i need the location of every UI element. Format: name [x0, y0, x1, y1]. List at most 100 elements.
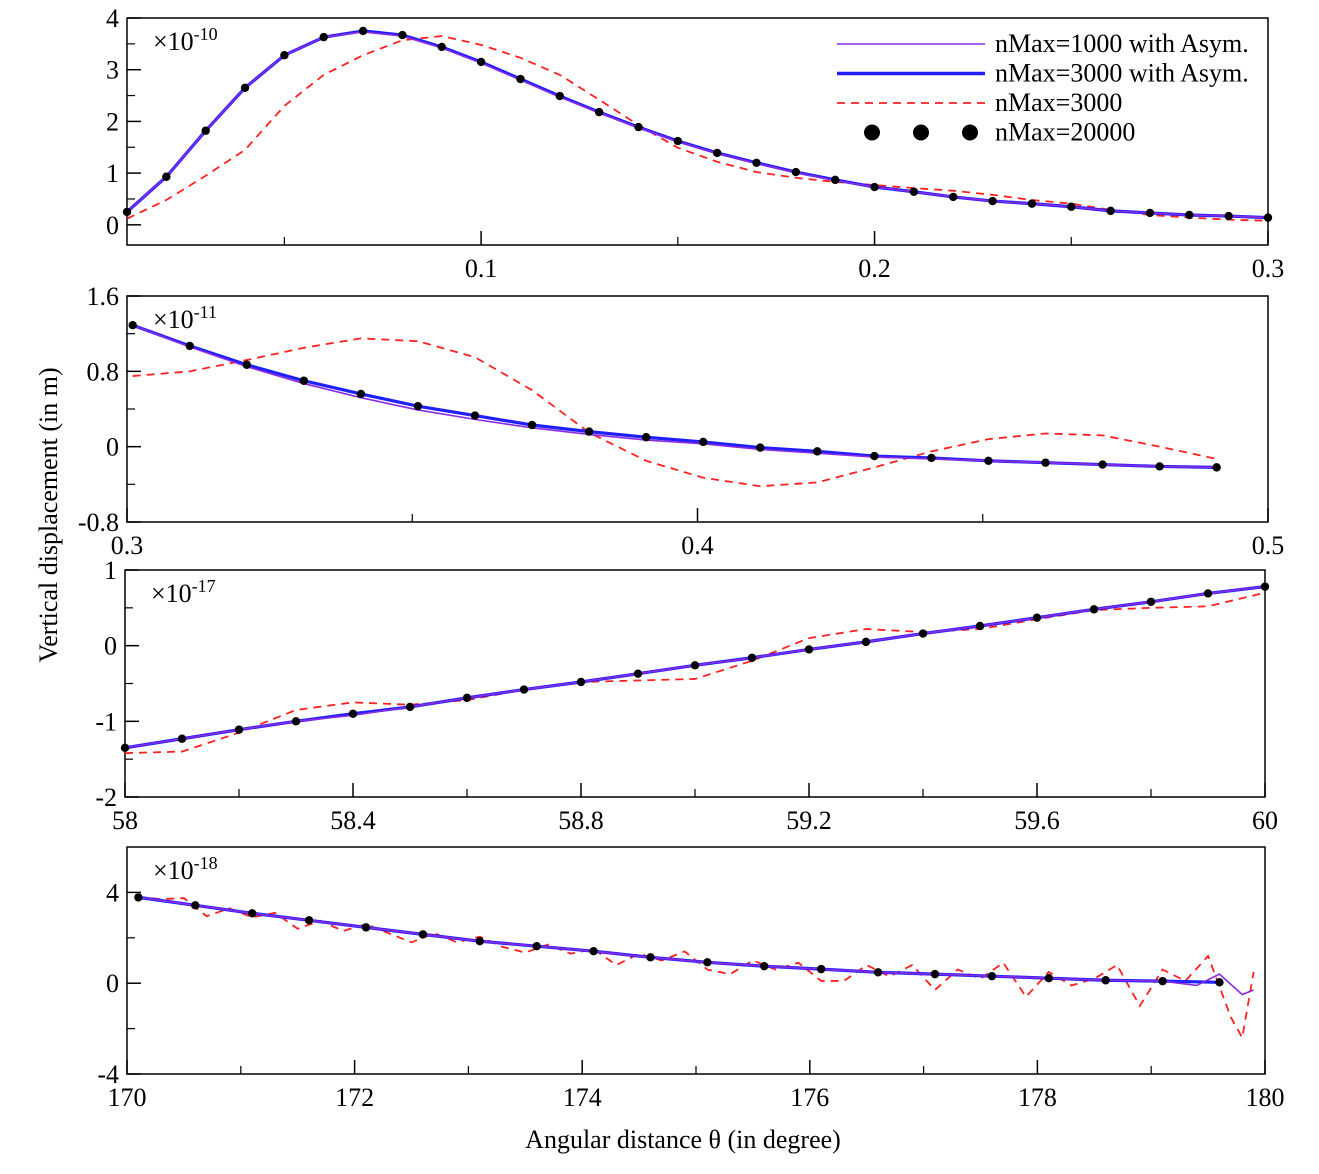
- nmax20000-point: [703, 958, 712, 967]
- nmax20000-point: [975, 621, 985, 631]
- nmax20000-point: [1098, 460, 1107, 469]
- nmax20000-point: [1089, 605, 1099, 614]
- multiplier-label: ×10-11: [153, 302, 217, 334]
- nmax20000-point: [690, 661, 700, 670]
- nmax20000-point: [1041, 458, 1050, 467]
- nmax20000-point: [816, 964, 826, 974]
- exponent: -17: [192, 576, 216, 596]
- nmax20000-point: [398, 30, 407, 40]
- series-nmax3000-line: [132, 337, 1217, 488]
- nmax20000-point: [299, 376, 309, 385]
- nmax20000-point: [1146, 597, 1156, 606]
- plot-frame: [126, 295, 1269, 523]
- nmax20000-point: [1032, 613, 1042, 622]
- nmax20000-point: [1215, 978, 1224, 987]
- nmax20000-point: [462, 693, 472, 703]
- x-tick-label: 0.3: [111, 531, 144, 560]
- exponent: -10: [194, 24, 218, 44]
- nmax20000-point: [162, 172, 171, 181]
- nmax20000-point: [242, 360, 252, 369]
- nmax20000-point: [927, 453, 936, 463]
- x-tick-label: 59.6: [1014, 806, 1060, 835]
- y-tick-label: 0.8: [87, 357, 120, 386]
- legend: nMax=1000 with Asym.nMax=3000 with Asym.…: [837, 29, 1249, 147]
- x-tick-label: 176: [790, 1083, 829, 1112]
- nmax20000-point: [128, 320, 137, 330]
- nmax20000-point: [519, 685, 529, 694]
- series-nmax1000-asym-line: [132, 324, 1217, 469]
- nmax20000-point: [319, 32, 328, 42]
- nmax20000-point: [646, 953, 655, 962]
- y-tick-label: 0: [104, 632, 117, 661]
- x-axis-label: Angular distance θ (in degree): [525, 1125, 841, 1154]
- nmax20000-point: [1067, 202, 1076, 211]
- nmax20000-point: [527, 420, 537, 430]
- x-tick-label: 174: [563, 1083, 602, 1112]
- nmax20000-point: [122, 207, 132, 217]
- nmax20000-point: [280, 51, 289, 60]
- y-tick-label: -2: [95, 783, 117, 812]
- y-tick-label: 1.6: [87, 282, 120, 311]
- multiplier-label: ×10-17: [151, 576, 216, 608]
- nmax20000-point: [418, 930, 428, 939]
- nmax20000-point: [185, 341, 194, 351]
- x-tick-label: 59.2: [786, 806, 832, 835]
- nmax20000-point: [134, 893, 143, 902]
- legend-dot: [864, 124, 880, 141]
- nmax20000-point: [1260, 582, 1270, 591]
- nmax20000-point: [747, 653, 757, 662]
- nmax20000-point: [1101, 976, 1110, 985]
- legend-label: nMax=3000: [995, 88, 1122, 117]
- nmax20000-point: [918, 629, 928, 638]
- nmax20000-point: [873, 968, 883, 977]
- nmax20000-point: [120, 743, 130, 753]
- nmax20000-point: [594, 107, 604, 117]
- x-tick-label: 0.2: [858, 254, 891, 283]
- nmax20000-point: [1203, 589, 1213, 598]
- nmax20000-point: [1212, 463, 1221, 472]
- nmax20000-point: [699, 437, 708, 447]
- nmax20000-point: [870, 182, 879, 192]
- nmax20000-point: [712, 148, 722, 158]
- nmax20000-point: [476, 57, 486, 67]
- exponent: -18: [194, 853, 218, 873]
- series-nmax3000-asym-line: [138, 895, 1220, 984]
- x-tick-label: 0.3: [1252, 254, 1285, 283]
- panel-1: 0.1 0.2 0.3 0 1 2 3 4 ×10-10: [106, 4, 1284, 283]
- x-tick-label: 58.4: [330, 806, 376, 835]
- nmax20000-point: [641, 433, 651, 442]
- y-tick-label: 4: [106, 878, 119, 907]
- nmax20000-point: [177, 734, 187, 743]
- nmax20000-point: [201, 126, 210, 135]
- nmax20000-point: [405, 702, 415, 712]
- nmax20000-point: [470, 411, 480, 420]
- panel-2: 0.3 0.4 0.5 -0.8 0 0.8 1.6 ×10-11: [78, 282, 1284, 560]
- legend-label: nMax=1000 with Asym.: [995, 29, 1249, 58]
- nmax20000-point: [532, 941, 541, 951]
- nmax20000-point: [813, 447, 822, 456]
- nmax20000-point: [516, 74, 525, 84]
- nmax20000-point: [1158, 976, 1167, 986]
- series-nmax1000-asym-line: [127, 31, 1268, 219]
- y-tick-label: 0: [106, 211, 119, 240]
- y-tick-label: -1: [95, 707, 117, 736]
- panel-4: 170 172 174 176 178 180 -4 0 4 ×10-18: [97, 846, 1285, 1112]
- x-tick-label: 180: [1246, 1083, 1285, 1112]
- nmax20000-point: [240, 83, 250, 93]
- nmax20000-point: [358, 26, 368, 36]
- series-nmax3000-line: [127, 35, 1268, 222]
- panel-3: 58 58.4 58.8 59.2 59.6 60 -2 -1 0 1 ×10-17: [95, 556, 1278, 835]
- nmax20000-point: [1155, 462, 1164, 471]
- y-tick-label: 0: [106, 969, 119, 998]
- x-tick-label: 58: [112, 806, 138, 835]
- y-tick-label: 1: [104, 556, 117, 585]
- nmax20000-point: [291, 717, 301, 726]
- nmax20000-point: [247, 909, 257, 918]
- nmax20000-point: [1185, 210, 1194, 220]
- plot-frame: [124, 569, 1266, 798]
- nmax20000-point: [191, 901, 200, 910]
- nmax20000-point: [576, 677, 586, 687]
- nmax20000-point: [804, 645, 814, 654]
- nmax20000-point: [1224, 211, 1233, 221]
